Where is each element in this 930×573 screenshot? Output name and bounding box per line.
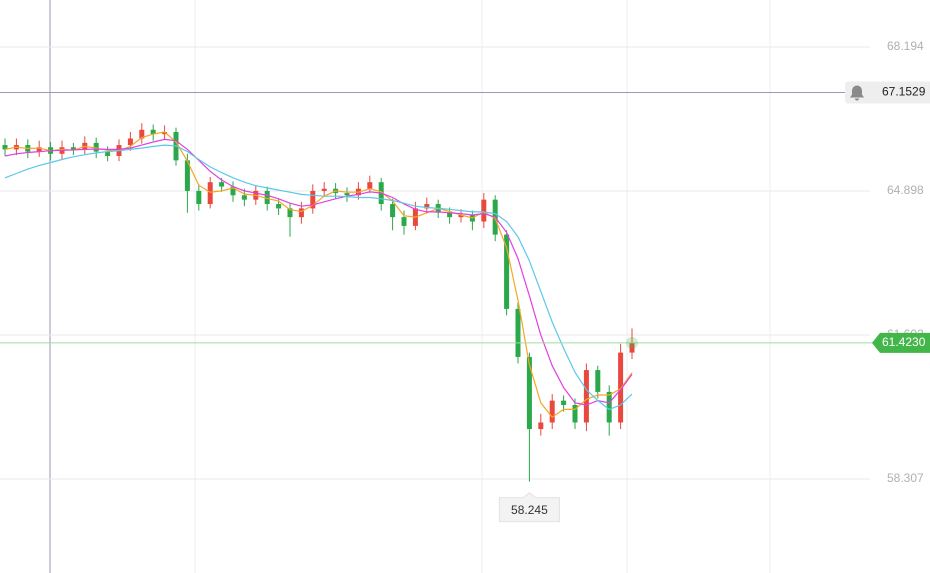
bell-icon [850,85,864,101]
candle-body [70,147,76,150]
last-price-box [872,332,930,353]
candle-body [606,391,612,423]
candle-body [105,151,111,156]
moving-average-line [4,144,633,411]
low-marker-label: 58.245 [511,503,548,517]
candle-body [36,147,42,152]
candle-body [310,190,316,209]
candle-body [390,204,396,218]
candle-body [298,208,304,218]
candle-body [538,422,544,430]
candle-body [583,370,589,423]
candle-body [595,370,601,392]
candle-body [549,400,555,423]
y-tick-label: 68.194 [887,39,924,53]
candle-body [93,142,99,152]
vertical-grid [194,0,771,573]
candle-body [2,145,8,150]
candle-body [264,190,270,205]
candle-body [196,190,202,205]
low-marker-box [498,492,560,523]
candle-body [481,199,487,222]
candle-body [561,400,567,406]
overlay: 58.245 67.1529 61.4230 [0,81,930,523]
candle-body [150,129,156,135]
candle-body [515,308,521,357]
moving-average-line [4,131,633,419]
candle-body [162,131,168,135]
moving-average-line [4,138,633,406]
candle-body [572,405,578,423]
last-price-label: 61.4230 [882,335,926,349]
candle-body [367,182,373,189]
crosshair-label: 67.1529 [882,85,926,99]
candle-body [184,160,190,191]
candle-body [424,204,430,209]
candle-body [207,182,213,205]
candle-body [219,182,225,187]
candle-body [287,208,293,218]
plot [2,123,635,482]
y-tick-label: 64.898 [887,183,924,197]
candle-body [241,195,247,200]
candle-body [458,214,464,218]
candle-body [127,138,133,146]
candle-body [629,342,635,353]
candle-body [526,356,532,430]
candle-body [401,217,407,226]
last-price-glow [626,336,638,349]
candle-body [321,188,327,191]
candle-body [276,204,282,209]
candle-body [504,234,510,309]
low-marker: 58.245 [498,492,560,523]
y-tick-label: 58.307 [887,471,924,485]
candle-body [344,193,350,196]
candle-body [230,186,236,196]
candle-body [139,129,145,139]
crosshair-label-box [845,81,930,104]
candle-body [618,352,624,423]
candle-body [447,212,453,218]
